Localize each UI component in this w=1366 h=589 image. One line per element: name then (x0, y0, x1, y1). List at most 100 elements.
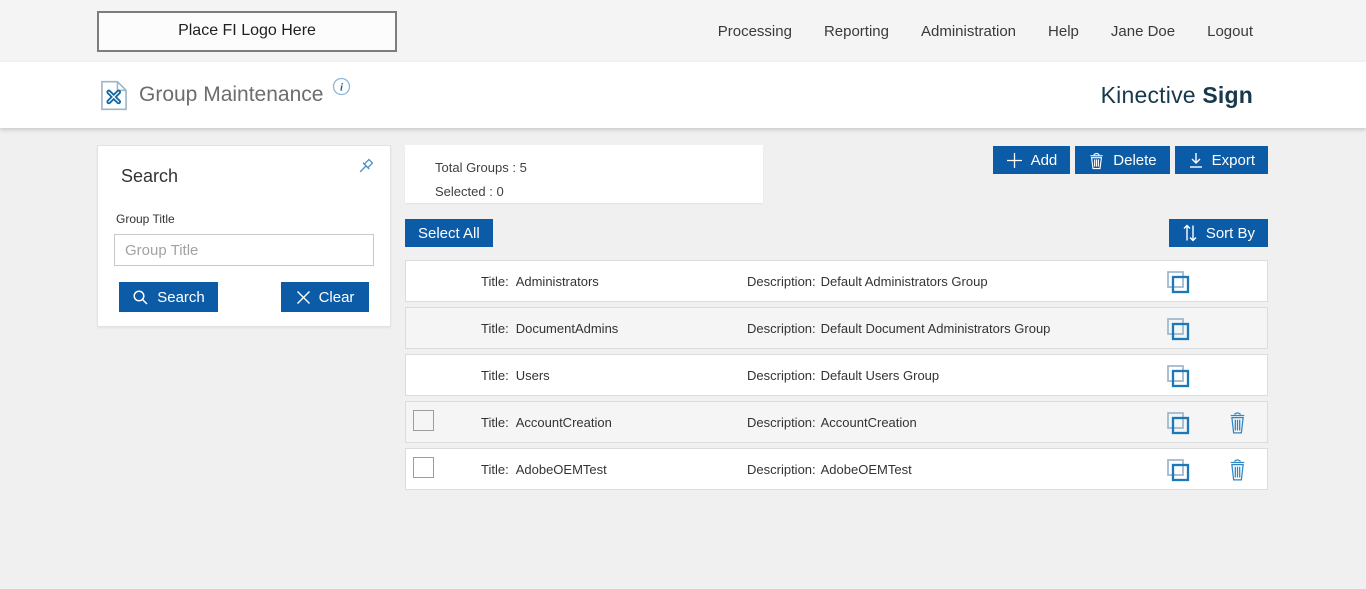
total-groups-line: Total Groups : 5 (435, 160, 527, 175)
nav-reporting[interactable]: Reporting (823, 22, 889, 40)
add-button[interactable]: Add (992, 146, 1071, 174)
info-icon[interactable]: i (332, 77, 351, 101)
row-title-label: Title: (481, 414, 509, 430)
row-description-label: Description: (747, 273, 816, 289)
top-nav: Processing Reporting Administration Help… (718, 23, 1253, 40)
row-description: Description: Default Document Administrat… (747, 321, 1147, 336)
row-description-label: Description: (747, 320, 816, 336)
row-description: Description: AdobeOEMTest (747, 462, 1147, 477)
main-top: Total Groups : 5 Selected : 0 Add (405, 145, 1268, 203)
search-panel: Search Group Title Search (97, 145, 391, 327)
content-area: Search Group Title Search (0, 128, 1366, 495)
copy-icon[interactable] (1164, 456, 1191, 483)
row-description-value: AccountCreation (820, 414, 917, 430)
row-title: Title: Users (481, 368, 747, 383)
row-description-value: Default Document Administrators Group (820, 320, 1051, 336)
group-title-label: Group Title (116, 212, 175, 226)
page-title: Group Maintenance (139, 83, 324, 106)
plus-icon (1006, 152, 1023, 169)
group-maintenance-icon (100, 80, 128, 111)
brand-name-bold: Sign (1202, 81, 1253, 108)
row-checkbox[interactable] (413, 457, 434, 478)
row-description: Description: Default Users Group (747, 368, 1147, 383)
row-description: Description: AccountCreation (747, 415, 1147, 430)
selected-value: 0 (496, 184, 504, 199)
page-header: Group Maintenance i Kinective Sign (0, 62, 1366, 128)
row-title-value: Administrators (515, 273, 599, 289)
row-title-value: AdobeOEMTest (515, 461, 607, 477)
page-header-left: Group Maintenance i (100, 77, 351, 111)
row-title-label: Title: (481, 273, 509, 289)
row-copy-cell (1147, 268, 1207, 295)
nav-administration[interactable]: Administration (920, 22, 1017, 40)
download-icon (1188, 152, 1204, 169)
row-checkbox-cell (406, 410, 481, 434)
row-title-label: Title: (481, 320, 509, 336)
total-groups-value: 5 (519, 160, 527, 175)
fi-logo-placeholder: Place FI Logo Here (97, 10, 397, 52)
group-row: Title: AccountCreation Description: Account… (405, 401, 1268, 443)
delete-button[interactable]: Delete (1075, 146, 1170, 174)
row-title-label: Title: (481, 461, 509, 477)
group-title-input[interactable] (114, 234, 374, 266)
row-trash-icon[interactable] (1227, 457, 1248, 482)
row-title-value: AccountCreation (515, 414, 612, 430)
search-panel-buttons: Search Clear (114, 282, 374, 312)
row-copy-cell (1147, 456, 1207, 483)
pin-icon[interactable] (352, 156, 376, 185)
nav-logout[interactable]: Logout (1207, 22, 1253, 40)
copy-icon[interactable] (1164, 409, 1191, 436)
select-all-button[interactable]: Select All (405, 219, 493, 247)
row-description-label: Description: (747, 461, 816, 477)
row-trash-icon[interactable] (1227, 410, 1248, 435)
clear-x-icon (296, 290, 311, 305)
row-description-label: Description: (747, 414, 816, 430)
row-description-value: Default Users Group (820, 367, 940, 383)
summary-box: Total Groups : 5 Selected : 0 (405, 145, 763, 203)
row-title-value: DocumentAdmins (515, 320, 619, 336)
row-title: Title: AdobeOEMTest (481, 462, 747, 477)
group-row: Title: Administrators Description: Default … (405, 260, 1268, 302)
row-description-label: Description: (747, 367, 816, 383)
row-description: Description: Default Administrators Group (747, 274, 1147, 289)
copy-icon[interactable] (1164, 315, 1191, 342)
nav-user-jane-doe[interactable]: Jane Doe (1110, 22, 1176, 40)
brand-logo: Kinective Sign (1101, 82, 1253, 109)
row-title: Title: Administrators (481, 274, 747, 289)
nav-help[interactable]: Help (1048, 22, 1079, 40)
top-bar: Place FI Logo Here Processing Reporting … (0, 0, 1366, 62)
group-row: Title: Users Description: Default Users Gro… (405, 354, 1268, 396)
group-rows: Title: Administrators Description: Default … (405, 260, 1268, 490)
row-copy-cell (1147, 362, 1207, 389)
row-checkbox[interactable] (413, 410, 434, 431)
sort-by-button[interactable]: Sort By (1168, 219, 1268, 247)
main-column: Total Groups : 5 Selected : 0 Add (405, 145, 1268, 495)
copy-icon[interactable] (1164, 362, 1191, 389)
fi-logo-text: Place FI Logo Here (178, 22, 316, 39)
selected-line: Selected : 0 (435, 184, 504, 199)
row-delete-cell (1207, 410, 1267, 435)
sort-arrows-icon (1182, 224, 1198, 242)
search-panel-title: Search (121, 166, 179, 186)
copy-icon[interactable] (1164, 268, 1191, 295)
search-icon (132, 289, 149, 306)
row-copy-cell (1147, 409, 1207, 436)
group-row: Title: AdobeOEMTest Description: AdobeOEMTe… (405, 448, 1268, 490)
group-row: Title: DocumentAdmins Description: Default … (405, 307, 1268, 349)
nav-processing[interactable]: Processing (717, 22, 792, 40)
row-title-value: Users (515, 367, 550, 383)
row-description-value: AdobeOEMTest (820, 461, 912, 477)
trash-icon (1088, 151, 1105, 170)
row-title: Title: DocumentAdmins (481, 321, 747, 336)
list-controls: Select All Sort By (405, 219, 1268, 247)
group-toolbar: Add Delete (992, 146, 1268, 174)
svg-text:i: i (340, 82, 344, 94)
row-copy-cell (1147, 315, 1207, 342)
row-title-label: Title: (481, 367, 509, 383)
search-button[interactable]: Search (119, 282, 218, 312)
row-title: Title: AccountCreation (481, 415, 747, 430)
row-description-value: Default Administrators Group (820, 273, 988, 289)
export-button[interactable]: Export (1174, 146, 1268, 174)
clear-button[interactable]: Clear (281, 282, 369, 312)
brand-name-regular: Kinective (1100, 81, 1203, 108)
